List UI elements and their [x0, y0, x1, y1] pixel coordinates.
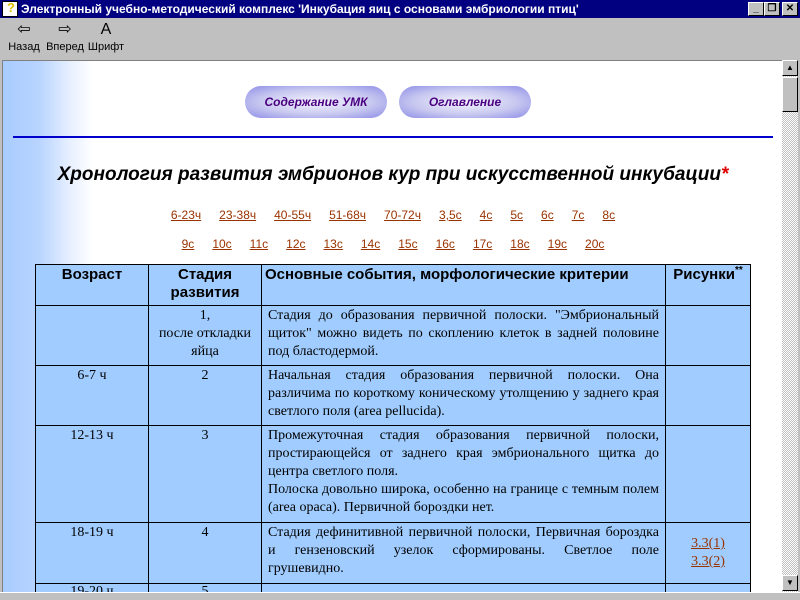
table-row: 12-13 ч 3 Промежуточная стадия образован…	[35, 425, 751, 523]
divider	[13, 136, 773, 138]
period-link[interactable]: 16с	[435, 237, 455, 251]
window-title: Электронный учебно-методический комплекс…	[21, 2, 579, 16]
period-link[interactable]: 40-55ч	[274, 208, 312, 222]
period-link[interactable]: 70-72ч	[384, 208, 421, 222]
period-link[interactable]: 3,5с	[438, 208, 462, 222]
table-row: 6-7 ч 2 Начальная стадия образования пер…	[35, 365, 751, 426]
stage-cell: 2	[148, 365, 262, 426]
title-bar: Электронный учебно-методический комплекс…	[0, 0, 800, 18]
forward-button[interactable]: ⇨ Вперед	[45, 18, 85, 60]
events-cell: Стадия до образования первичной полоски.…	[261, 305, 666, 366]
table-row: 19-20 ч 5	[35, 583, 751, 592]
period-link[interactable]: 8с	[602, 208, 616, 222]
table-row: 18-19 ч 4 Стадия дефинитивной первичной …	[35, 522, 751, 584]
figures-cell	[665, 365, 751, 426]
figures-cell	[665, 305, 751, 366]
age-cell: 19-20 ч	[35, 583, 149, 592]
stage-cell: 4	[148, 522, 262, 584]
period-link[interactable]: 51-68ч	[329, 208, 367, 222]
figures-cell: 3.3(1) 3.3(2)	[665, 522, 751, 584]
toc-button[interactable]: Оглавление	[399, 86, 531, 118]
table-row: 1, после откладки яйца Стадия до образова…	[35, 305, 751, 366]
period-link[interactable]: 10с	[212, 237, 232, 251]
restore-button[interactable]: ❐	[764, 2, 780, 16]
forward-arrow-icon: ⇨	[58, 21, 72, 38]
page-title: Хронология развития эмбрионов кур при ис…	[57, 164, 729, 185]
period-link[interactable]: 5с	[510, 208, 524, 222]
events-cell	[261, 583, 666, 592]
period-link[interactable]: 6с	[541, 208, 554, 222]
font-icon: A	[100, 21, 112, 38]
stage-cell: 3	[148, 425, 262, 523]
close-button[interactable]: ✕	[782, 2, 798, 16]
font-label: Шрифт	[87, 41, 125, 53]
figure-link[interactable]: 3.3(2)	[691, 554, 725, 569]
figure-link[interactable]: 3.3(1)	[691, 536, 725, 551]
period-link[interactable]: 7с	[571, 208, 585, 222]
vertical-scrollbar[interactable]: ▲ ▼	[782, 60, 798, 592]
period-link[interactable]: 20с	[585, 237, 605, 251]
window-bottom-edge	[0, 592, 800, 600]
minimize-button[interactable]: _	[748, 2, 764, 16]
period-link[interactable]: 17с	[472, 237, 493, 251]
figures-cell	[665, 583, 751, 592]
umk-contents-button[interactable]: Содержание УМК	[245, 86, 387, 118]
links-row-2: 9с 10с 11с 12с 13с 14с 15с 16с 17с 18с 19с 20с	[3, 237, 782, 252]
figures-cell	[665, 425, 751, 523]
content-pane: Содержание УМК Оглавление Хронология раз…	[2, 60, 782, 592]
toolbar: ⇦ Назад ⇨ Вперед A Шрифт	[0, 18, 800, 60]
period-link[interactable]: 23-38ч	[219, 208, 257, 222]
period-link[interactable]: 12с	[286, 237, 306, 251]
back-button[interactable]: ⇦ Назад	[4, 18, 44, 60]
header-events: Основные события, морфологические критер…	[261, 264, 666, 306]
font-button[interactable]: A Шрифт	[86, 18, 126, 60]
events-cell: Промежуточная стадия образования первичн…	[261, 425, 666, 523]
age-cell: 12-13 ч	[35, 425, 149, 523]
period-link[interactable]: 15с	[398, 237, 418, 251]
header-age: Возраст	[35, 264, 149, 306]
forward-label: Вперед	[46, 41, 84, 53]
events-cell: Начальная стадия образования первичной п…	[261, 365, 666, 426]
stage-cell: 5	[148, 583, 262, 592]
back-label: Назад	[8, 41, 40, 53]
period-link[interactable]: 9с	[181, 237, 195, 251]
links-row-1: 6-23ч 23-38ч 40-55ч 51-68ч 70-72ч 3,5с 4с 5с 6с 7…	[3, 208, 782, 223]
help-app-icon	[2, 0, 18, 17]
events-cell: Стадия дефинитивной первичной полоски, П…	[261, 522, 666, 584]
period-link[interactable]: 18с	[510, 237, 530, 251]
period-link[interactable]: 6-23ч	[170, 208, 202, 222]
age-cell: 18-19 ч	[35, 522, 149, 584]
age-cell	[35, 305, 149, 366]
period-link[interactable]: 13с	[323, 237, 343, 251]
back-arrow-icon: ⇦	[17, 21, 31, 38]
stage-cell: 1, после откладки яйца	[148, 305, 262, 366]
scroll-down-arrow-icon[interactable]: ▼	[782, 575, 798, 591]
header-figures: Рисунки**	[665, 264, 751, 306]
chronology-table: Возраст Стадия развития Основные события…	[35, 264, 751, 592]
period-link[interactable]: 19с	[547, 237, 568, 251]
scroll-thumb[interactable]	[782, 77, 798, 112]
table-header: Возраст Стадия развития Основные события…	[35, 264, 751, 306]
scroll-up-arrow-icon[interactable]: ▲	[782, 60, 798, 76]
age-cell: 6-7 ч	[35, 365, 149, 426]
header-stage: Стадия развития	[148, 264, 262, 306]
period-link[interactable]: 4с	[479, 208, 493, 222]
period-link[interactable]: 11с	[249, 237, 269, 251]
period-link[interactable]: 14с	[360, 237, 381, 251]
